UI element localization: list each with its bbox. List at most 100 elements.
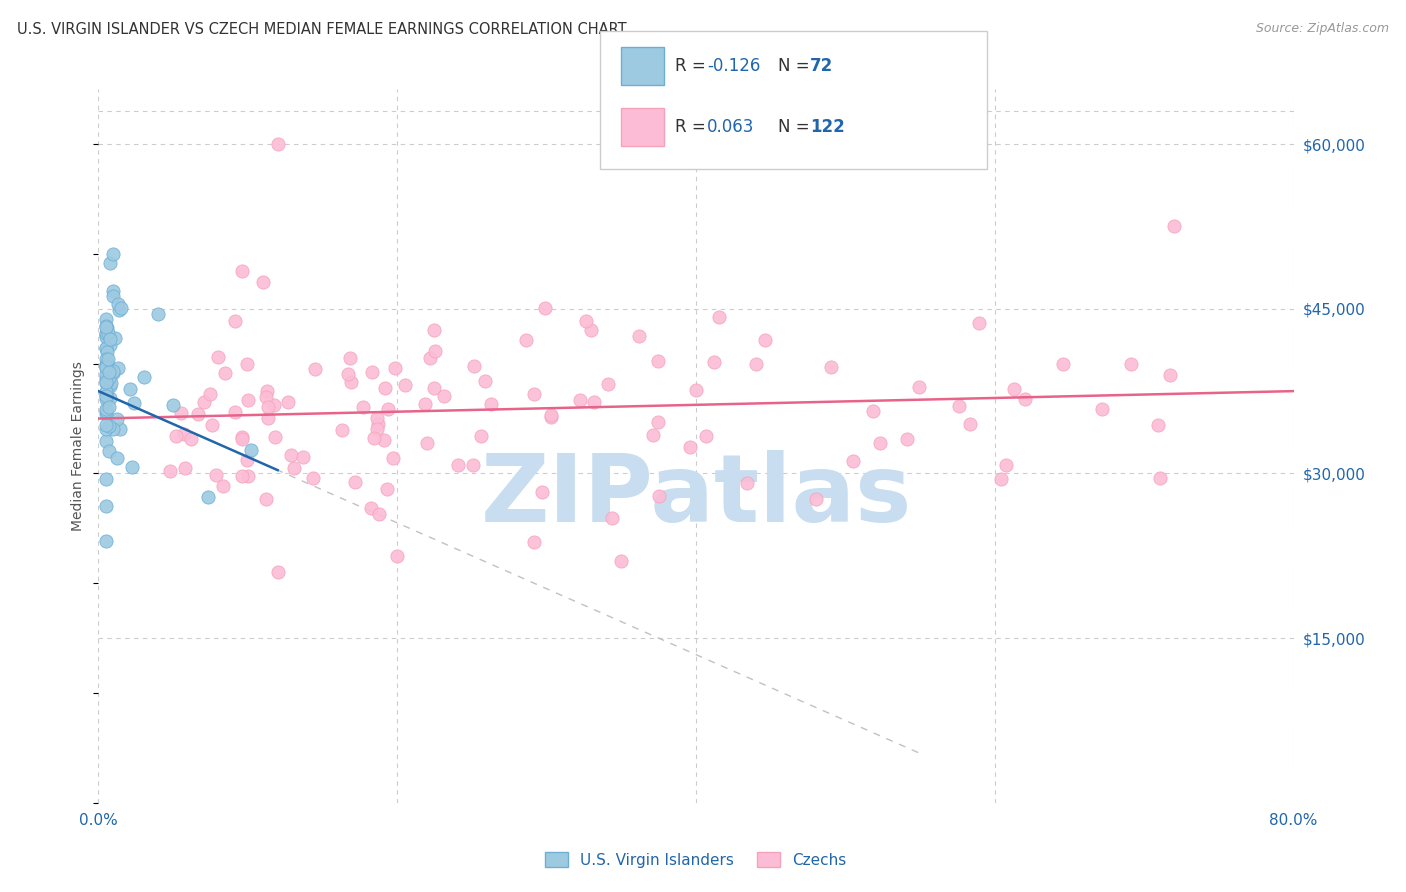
Point — [94, 534, 117, 549]
Point — [967, 316, 990, 330]
Point — [94, 360, 117, 375]
Point — [820, 359, 842, 374]
Y-axis label: Median Female Earnings: Median Female Earnings — [72, 361, 86, 531]
Point — [304, 362, 326, 376]
Point — [96, 345, 118, 359]
Point — [366, 410, 388, 425]
Point — [263, 398, 285, 412]
Point — [108, 303, 131, 318]
Text: N =: N = — [778, 118, 814, 136]
Text: ZIPatlas: ZIPatlas — [481, 450, 911, 542]
Point — [735, 476, 758, 491]
Point — [470, 429, 492, 443]
Point — [103, 364, 125, 378]
Point — [385, 549, 409, 563]
Point — [94, 392, 117, 407]
Point — [101, 289, 124, 303]
Point — [94, 389, 117, 403]
Point — [600, 510, 623, 524]
Point — [381, 450, 404, 465]
Point — [94, 367, 117, 381]
Point — [479, 397, 502, 411]
Point — [361, 365, 384, 379]
Point — [98, 370, 121, 384]
Text: N =: N = — [778, 57, 814, 75]
Point — [98, 400, 121, 414]
Point — [842, 454, 865, 468]
Point — [948, 400, 970, 414]
Point — [1147, 418, 1170, 433]
Point — [94, 359, 117, 374]
Point — [806, 491, 828, 506]
Point — [107, 296, 129, 310]
Point — [94, 359, 117, 373]
Point — [94, 500, 117, 514]
Point — [301, 471, 323, 485]
Point — [94, 330, 117, 344]
Point — [707, 310, 730, 324]
Point — [754, 334, 776, 348]
Point — [340, 375, 363, 389]
Point — [384, 360, 406, 375]
Point — [523, 387, 546, 401]
Point — [1121, 357, 1143, 371]
Point — [96, 356, 118, 370]
Point — [394, 377, 416, 392]
Point — [447, 458, 470, 473]
Text: U.S. VIRGIN ISLANDER VS CZECH MEDIAN FEMALE EARNINGS CORRELATION CHART: U.S. VIRGIN ISLANDER VS CZECH MEDIAN FEM… — [17, 22, 627, 37]
Point — [366, 422, 388, 436]
Point — [1163, 219, 1185, 234]
Point — [463, 359, 485, 374]
Point — [413, 397, 436, 411]
Point — [540, 410, 562, 425]
Point — [367, 507, 389, 521]
Point — [695, 429, 717, 443]
Point — [679, 441, 702, 455]
Point — [423, 381, 446, 395]
Text: 0.063: 0.063 — [707, 118, 755, 136]
Point — [231, 468, 253, 483]
Point — [94, 352, 117, 367]
Point — [103, 366, 125, 380]
Point — [180, 432, 202, 446]
Point — [648, 489, 671, 503]
Point — [94, 318, 117, 333]
Point — [94, 341, 117, 355]
Point — [474, 375, 496, 389]
Point — [103, 247, 125, 261]
Point — [94, 384, 117, 399]
Point — [568, 393, 591, 408]
Point — [582, 395, 605, 409]
Text: -0.126: -0.126 — [707, 57, 761, 75]
Point — [94, 388, 117, 402]
Point — [236, 469, 259, 483]
Point — [959, 417, 981, 432]
Point — [375, 482, 398, 496]
Legend: U.S. Virgin Islanders, Czechs: U.S. Virgin Islanders, Czechs — [538, 846, 853, 873]
Point — [94, 311, 117, 326]
Point — [94, 403, 117, 417]
Point — [94, 407, 117, 421]
Point — [416, 436, 439, 450]
Point — [360, 501, 382, 516]
Point — [107, 360, 129, 375]
Point — [170, 406, 193, 420]
Point — [94, 421, 117, 435]
Point — [132, 370, 155, 384]
Point — [908, 380, 931, 394]
Point — [105, 412, 128, 426]
Point — [231, 432, 253, 446]
Point — [98, 391, 121, 405]
Point — [236, 357, 259, 371]
Point — [94, 434, 117, 448]
Point — [422, 323, 444, 337]
Point — [96, 320, 118, 334]
Point — [94, 328, 117, 343]
Point — [159, 465, 181, 479]
Point — [224, 314, 246, 328]
Point — [94, 358, 117, 372]
Point — [212, 479, 235, 493]
Point — [231, 264, 253, 278]
Point — [197, 490, 219, 504]
Point — [122, 396, 145, 410]
